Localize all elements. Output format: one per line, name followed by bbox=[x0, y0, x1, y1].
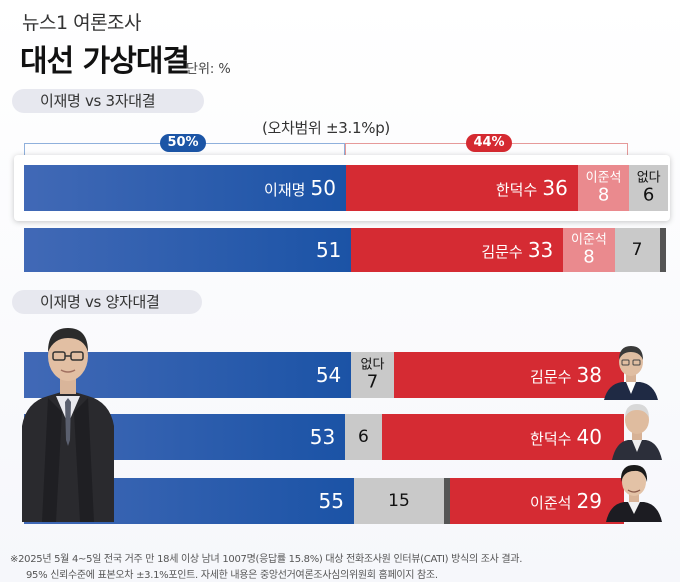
bar-segment-pink: 이준석 8 bbox=[577, 165, 630, 211]
candidate-name: 이재명 bbox=[264, 181, 306, 199]
bar-segment-red: 김문수 33 bbox=[351, 228, 564, 272]
bar-value: 8 bbox=[597, 184, 610, 206]
group-badge-blue: 50% bbox=[160, 134, 206, 152]
bar-value-label: 한덕수 36 bbox=[496, 176, 568, 200]
bar-value-label: 김문수 33 bbox=[481, 238, 553, 262]
bar-segment-red: 김문수 38 bbox=[393, 352, 624, 398]
footnote-line-1: ※2025년 5월 4~5일 전국 거주 만 18세 이상 남녀 1007명(응… bbox=[10, 554, 523, 565]
bar-value-label: 7 bbox=[615, 240, 660, 260]
page-title: 대선 가상대결 bbox=[20, 44, 190, 79]
bar-row: 54 없다 7 김문수 38 bbox=[24, 352, 624, 398]
candidate-name: 김문수 bbox=[530, 368, 572, 386]
bar-value: 8 bbox=[583, 246, 595, 268]
bar-value-label: 51 bbox=[316, 238, 341, 262]
publisher-label: 뉴스1 여론조사 bbox=[22, 12, 142, 34]
bar-segment-pink: 이준석 8 bbox=[563, 228, 615, 272]
candidate-photo-han bbox=[612, 404, 662, 460]
bar-segment-gray: 없다 7 bbox=[351, 352, 394, 398]
bar-value: 15 bbox=[388, 491, 410, 511]
bar-value-label: 김문수 38 bbox=[530, 363, 602, 387]
bar-value: 6 bbox=[642, 184, 655, 206]
bar-segment-red: 한덕수 36 bbox=[346, 165, 578, 211]
bar-segment-dark bbox=[659, 228, 666, 272]
candidate-name: 한덕수 bbox=[530, 430, 572, 448]
bar-value-label: 54 bbox=[316, 363, 341, 387]
bar-segment-gray: 7 bbox=[614, 228, 660, 272]
candidate-name: 이준석 bbox=[530, 494, 572, 512]
candidate-photo-lee bbox=[22, 328, 114, 522]
bar-segment-gray: 15 bbox=[354, 478, 444, 524]
bar-value: 36 bbox=[542, 176, 568, 200]
group-badge-red: 44% bbox=[466, 134, 512, 152]
bar-value-label: 없다 6 bbox=[629, 171, 668, 206]
candidate-name: 없다 bbox=[360, 357, 385, 373]
margin-of-error: (오차범위 ±3.1%p) bbox=[262, 119, 390, 137]
bar-value: 40 bbox=[576, 425, 602, 449]
candidate-name: 이준석 bbox=[585, 170, 622, 186]
bar-value-label: 이준석 8 bbox=[578, 171, 630, 206]
candidate-name: 없다 bbox=[636, 170, 661, 186]
bar-value: 50 bbox=[310, 176, 336, 200]
bar-value: 53 bbox=[309, 425, 336, 449]
bar-value-label: 6 bbox=[345, 427, 381, 447]
bar-value: 38 bbox=[576, 363, 602, 387]
section-label-two-way: 이재명 vs 양자대결 bbox=[12, 290, 202, 314]
bar-value-label: 이재명 50 bbox=[264, 176, 336, 200]
bar-row: 51 김문수 33 이준석 8 7 bbox=[24, 228, 666, 272]
bar-value-label: 이준석 8 bbox=[563, 233, 614, 268]
candidate-name: 김문수 bbox=[481, 243, 523, 261]
bar-segment-blue: 51 bbox=[24, 228, 352, 272]
bar-segment-red: 이준석 29 bbox=[450, 478, 624, 524]
candidate-photo-kim bbox=[604, 346, 658, 400]
bar-segment-gray: 6 bbox=[345, 414, 382, 460]
footnote-line-2: 95% 신뢰수준에 표본오차 ±3.1%포인트. 자세한 내용은 중앙선거여론조… bbox=[26, 570, 438, 581]
bar-value: 7 bbox=[366, 371, 379, 393]
bar-row: 53 6 한덕수 40 bbox=[24, 414, 624, 460]
bar-value-label: 15 bbox=[354, 491, 444, 511]
bar-row: 55 15 이준석 29 bbox=[24, 478, 624, 524]
bar-value: 7 bbox=[631, 240, 643, 260]
bar-value-label: 한덕수 40 bbox=[530, 425, 602, 449]
candidate-name: 한덕수 bbox=[495, 181, 538, 199]
bar-segment-dark bbox=[444, 478, 450, 524]
section-label-three-way: 이재명 vs 3자대결 bbox=[12, 89, 204, 113]
bar-value: 6 bbox=[357, 427, 369, 447]
unit-label: 단위: % bbox=[186, 62, 231, 77]
bar-value: 54 bbox=[315, 363, 342, 387]
bar-value: 33 bbox=[527, 238, 554, 262]
bar-value-label: 55 bbox=[319, 489, 344, 513]
bar-row: 이재명 50 한덕수 36 이준석 8 없다 6 bbox=[24, 165, 668, 211]
bar-segment-gray: 없다 6 bbox=[629, 165, 668, 211]
bar-segment-red: 한덕수 40 bbox=[381, 414, 624, 460]
bar-segment-blue: 이재명 50 bbox=[24, 165, 346, 211]
bar-value-label: 53 bbox=[310, 425, 335, 449]
candidate-name: 이준석 bbox=[571, 232, 607, 248]
bar-value-label: 없다 7 bbox=[351, 358, 393, 393]
bar-value: 55 bbox=[318, 489, 344, 513]
bar-value-label: 이준석 29 bbox=[530, 489, 602, 513]
candidate-photo-lee-junseok bbox=[606, 465, 662, 522]
bar-value: 29 bbox=[576, 489, 602, 513]
bar-value: 51 bbox=[315, 238, 342, 262]
